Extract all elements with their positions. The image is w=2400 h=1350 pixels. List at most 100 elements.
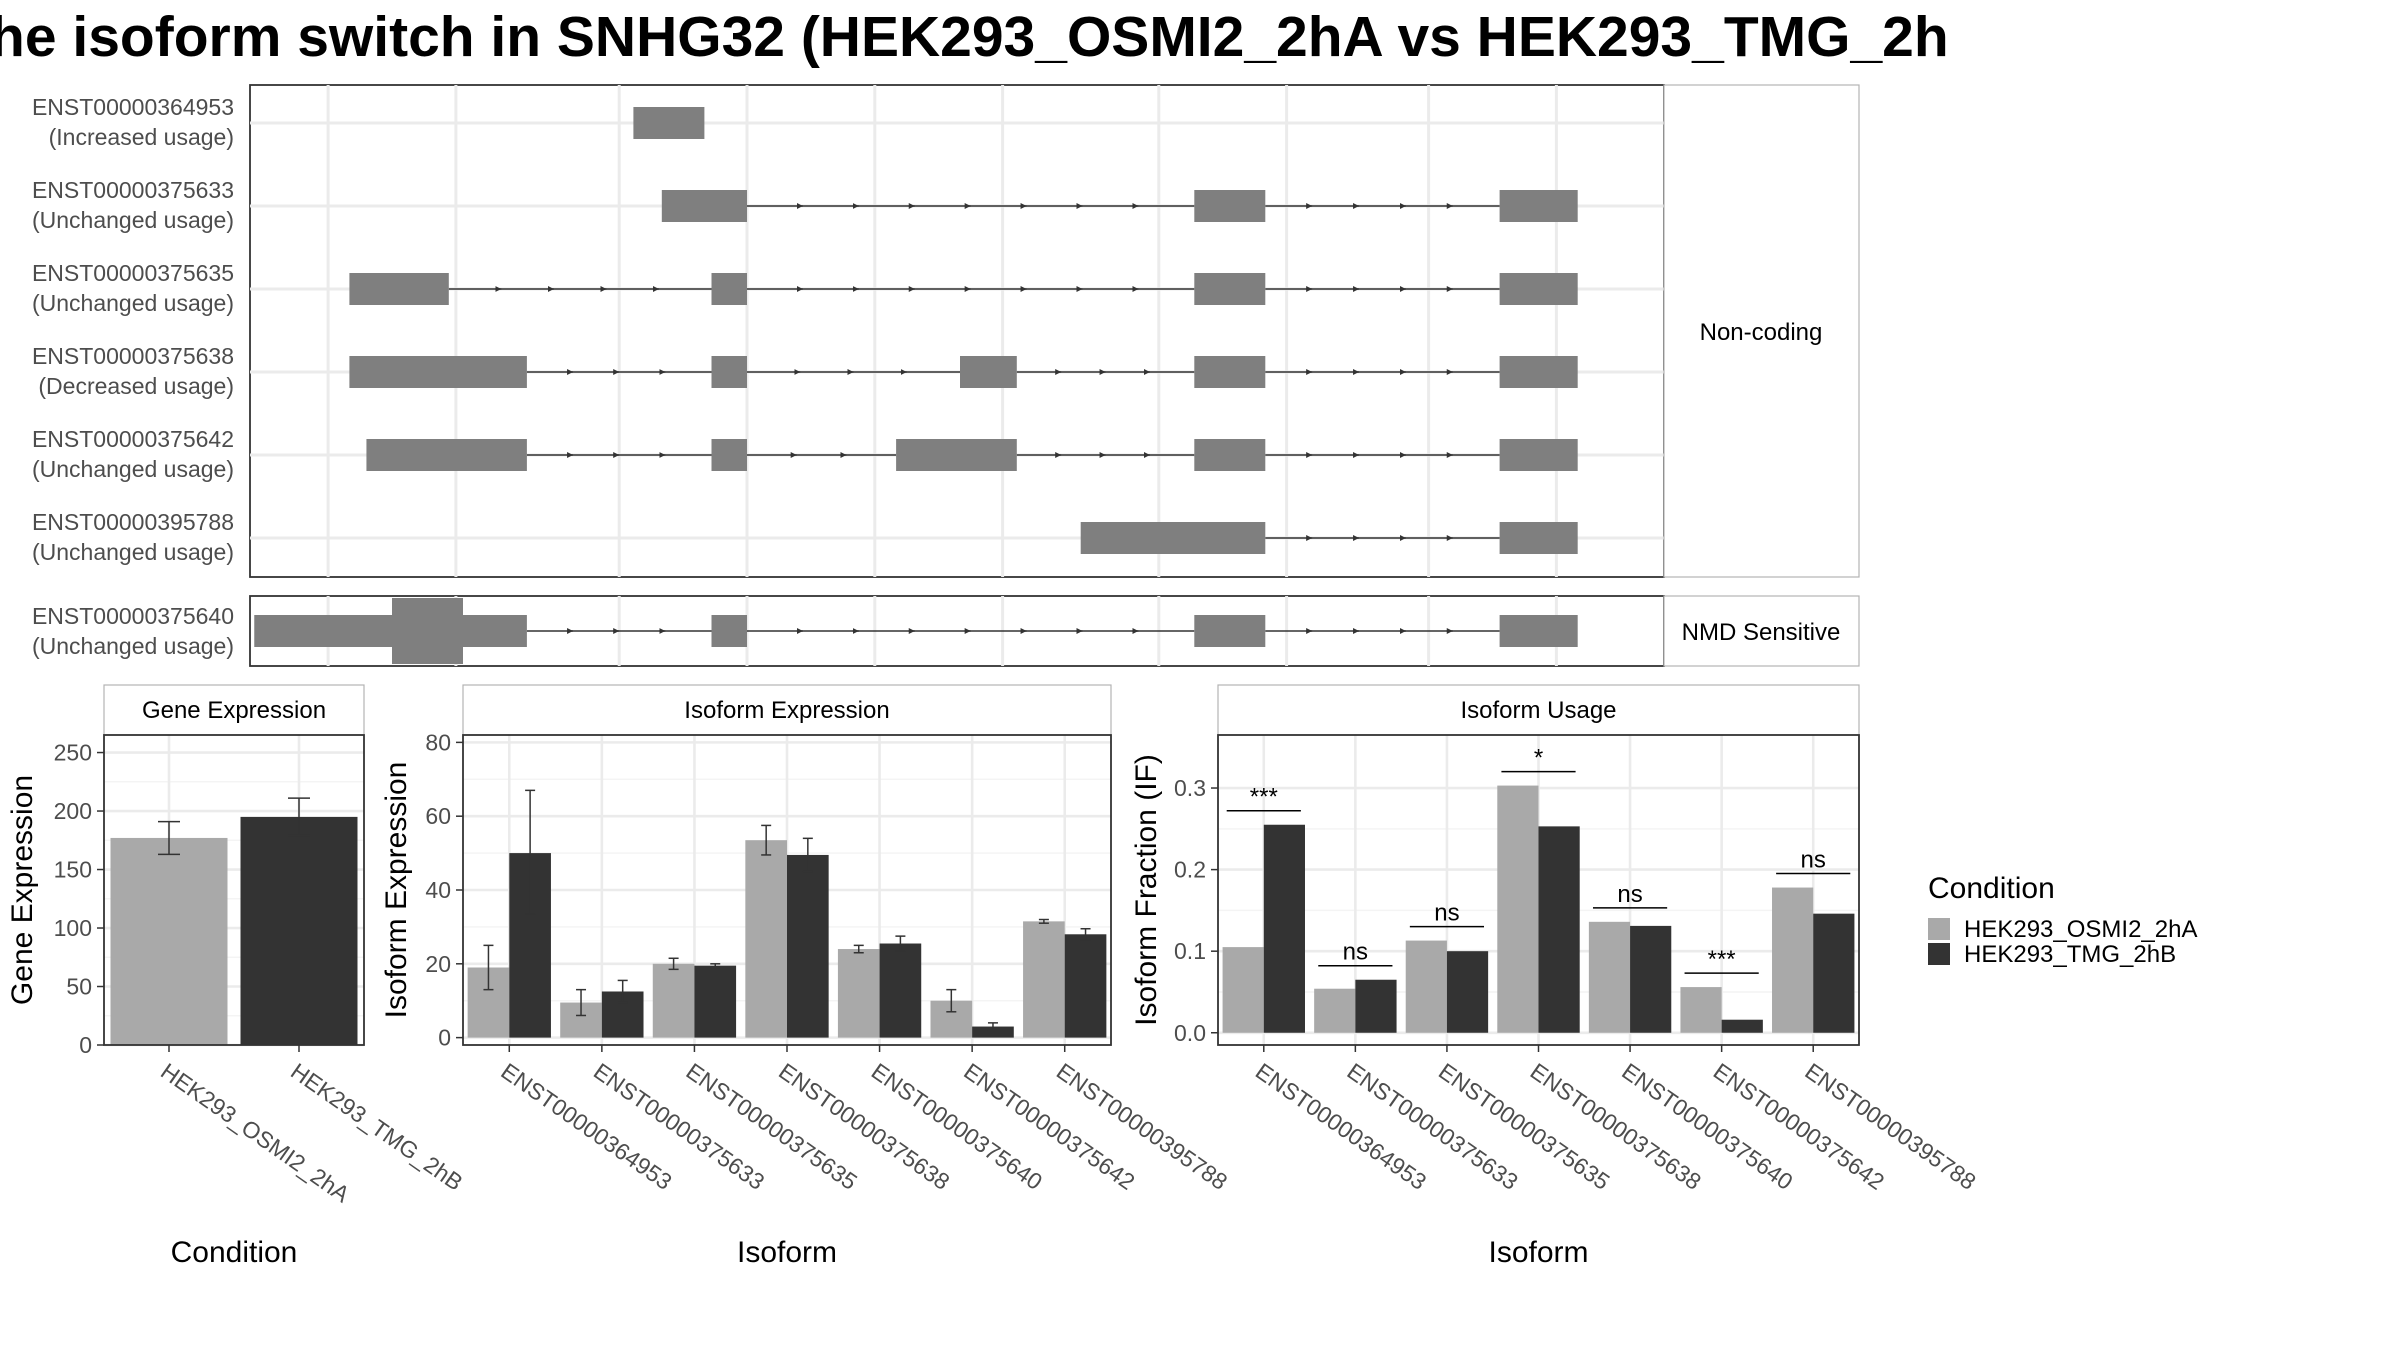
- bar-HEK293_TMG_2hB-ENST00000375635: [694, 965, 737, 1038]
- transcript-id-label: ENST00000375642: [32, 426, 234, 452]
- transcript-ENST00000375640-exon: [254, 615, 527, 647]
- bar-HEK293_OSMI2_2hA-ENST00000375640: [837, 949, 880, 1038]
- bar-HEK293_OSMI2_2hA-ENST00000375638: [1497, 785, 1539, 1033]
- legend-swatch: [1928, 918, 1950, 940]
- y-tick-label: 200: [54, 798, 92, 824]
- y-axis-title: Isoform Expression: [380, 762, 413, 1019]
- bar-HEK293_OSMI2_2hA-ENST00000375640: [1588, 921, 1631, 1033]
- transcript-id-label: ENST00000375635: [32, 260, 234, 286]
- y-tick-label: 100: [54, 915, 92, 941]
- bar-HEK293_TMG_2hB-ENST00000375638: [787, 854, 829, 1038]
- transcript-ENST00000375638-exon: [349, 356, 527, 388]
- x-axis-title: Condition: [171, 1236, 298, 1269]
- figure-title: he isoform switch in SNHG32 (HEK293_OSMI…: [0, 5, 1949, 69]
- y-tick-label: 0.3: [1174, 775, 1206, 801]
- panel-strip: [462, 684, 1112, 736]
- noncoding-strip-label: Non-coding: [1700, 319, 1823, 346]
- y-axis-title: Isoform Fraction (IF): [1130, 754, 1163, 1026]
- transcript-ENST00000375642-exon: [1499, 439, 1578, 471]
- bar-HEK293_OSMI2_2hA-ENST00000395788: [1023, 921, 1065, 1038]
- transcript-ENST00000395788-exon: [1499, 522, 1578, 554]
- transcript-id-label: ENST00000395788: [32, 509, 234, 535]
- transcript-ENST00000375633-exon: [1499, 190, 1578, 222]
- transcript-ENST00000375638-exon: [711, 356, 747, 388]
- x-tick-label: ENST00000364953: [496, 1058, 676, 1195]
- y-tick-label: 80: [425, 729, 451, 755]
- bar-HEK293_TMG_2hB-ENST00000375635: [1446, 951, 1489, 1033]
- y-tick-label: 250: [54, 740, 92, 766]
- significance-label: ***: [1250, 784, 1278, 811]
- transcript-usage-label: (Unchanged usage): [32, 456, 234, 482]
- significance-label: ns: [1434, 900, 1459, 927]
- significance-label: ns: [1617, 881, 1642, 908]
- bar-HEK293_TMG_2hB-ENST00000375638: [1538, 826, 1580, 1033]
- y-tick-label: 50: [66, 974, 92, 1000]
- y-tick-label: 0: [79, 1032, 92, 1058]
- x-tick-label: ENST00000375638: [774, 1058, 954, 1195]
- transcript-ENST00000375635-exon: [1194, 273, 1266, 305]
- nmd-strip: [1663, 595, 1860, 667]
- transcript-ENST00000375642-exon: [896, 439, 1017, 471]
- significance-label: ***: [1708, 946, 1736, 973]
- bar-HEK293_OSMI2_2hA-ENST00000395788: [1772, 887, 1814, 1033]
- noncoding-panel: [249, 84, 1665, 578]
- transcript-usage-label: (Unchanged usage): [32, 290, 234, 316]
- transcript-ENST00000395788-exon: [1080, 522, 1266, 554]
- transcript-ENST00000375640-exon: [1194, 615, 1266, 647]
- significance-label: ns: [1343, 939, 1368, 966]
- transcript-usage-label: (Unchanged usage): [32, 539, 234, 565]
- x-tick-label: ENST00000375640: [867, 1058, 1047, 1195]
- x-tick-label: ENST00000375635: [682, 1058, 862, 1195]
- transcript-ENST00000375633-exon: [661, 190, 747, 222]
- transcript-ENST00000375642-exon: [366, 439, 527, 471]
- bar-HEK293_TMG_2hB-ENST00000395788: [1813, 913, 1855, 1033]
- bar-HEK293_OSMI2_2hA-ENST00000375635: [652, 963, 695, 1038]
- noncoding-strip: [1663, 84, 1860, 578]
- legend-entry-label: HEK293_OSMI2_2hA: [1964, 916, 2197, 943]
- transcript-usage-label: (Increased usage): [49, 124, 234, 150]
- y-tick-label: 40: [425, 877, 451, 903]
- y-tick-label: 0: [438, 1025, 451, 1051]
- x-tick-label: ENST00000375642: [959, 1058, 1139, 1195]
- bar-HEK293_TMG_2hB-ENST00000375633: [1355, 979, 1397, 1033]
- y-tick-label: 20: [425, 951, 451, 977]
- x-tick-label: ENST00000375635: [1434, 1058, 1614, 1195]
- y-tick-label: 60: [425, 803, 451, 829]
- y-tick-label: 0.0: [1174, 1020, 1206, 1046]
- y-tick-label: 0.2: [1174, 857, 1206, 883]
- significance-label: *: [1534, 745, 1543, 772]
- x-tick-label: ENST00000375633: [1342, 1058, 1522, 1195]
- bar-HEK293_TMG_2hB-ENST00000364953: [1263, 824, 1305, 1033]
- transcript-ENST00000375635-exon: [711, 273, 747, 305]
- transcript-ENST00000375638-exon: [1194, 356, 1266, 388]
- bar-HEK293_TMG_2hB-ENST00000375640: [879, 943, 922, 1038]
- transcript-ENST00000375635-exon: [1499, 273, 1578, 305]
- bar-HEK293_OSMI2_2hA-ENST00000375633: [1314, 988, 1356, 1033]
- transcript-ENST00000375638-exon: [960, 356, 1017, 388]
- bar-HEK293_TMG_2hB-ENST00000375640: [1630, 925, 1672, 1033]
- bar-HEK293_TMG_2hB: [240, 816, 358, 1045]
- transcript-id-label: ENST00000375633: [32, 177, 234, 203]
- y-tick-label: 150: [54, 857, 92, 883]
- x-tick-label: ENST00000364953: [1251, 1058, 1431, 1195]
- transcript-ENST00000375640-cds: [392, 598, 463, 664]
- x-axis-title: Isoform: [737, 1236, 837, 1269]
- significance-label: ns: [1801, 847, 1826, 874]
- transcript-ENST00000364953-exon: [633, 107, 705, 139]
- x-tick-label: ENST00000375638: [1526, 1058, 1706, 1195]
- transcript-ENST00000375638-exon: [1499, 356, 1578, 388]
- transcript-ENST00000375633-exon: [1194, 190, 1266, 222]
- legend-swatch: [1928, 943, 1950, 965]
- panel-border: [103, 734, 365, 1046]
- transcript-id-label: ENST00000375638: [32, 343, 234, 369]
- bar-HEK293_TMG_2hB-ENST00000375642: [972, 1026, 1014, 1038]
- nmd-strip-label: NMD Sensitive: [1682, 619, 1841, 646]
- transcript-ENST00000375642-exon: [711, 439, 747, 471]
- transcript-ENST00000375640-exon: [711, 615, 747, 647]
- panel-title: Isoform Expression: [684, 697, 889, 724]
- transcript-ENST00000375640-exon: [1499, 615, 1578, 647]
- x-tick-label: ENST00000375640: [1617, 1058, 1797, 1195]
- y-tick-label: 0.1: [1174, 938, 1206, 964]
- bar-HEK293_OSMI2_2hA-ENST00000375642: [1680, 987, 1722, 1033]
- x-tick-label: ENST00000395788: [1800, 1058, 1980, 1195]
